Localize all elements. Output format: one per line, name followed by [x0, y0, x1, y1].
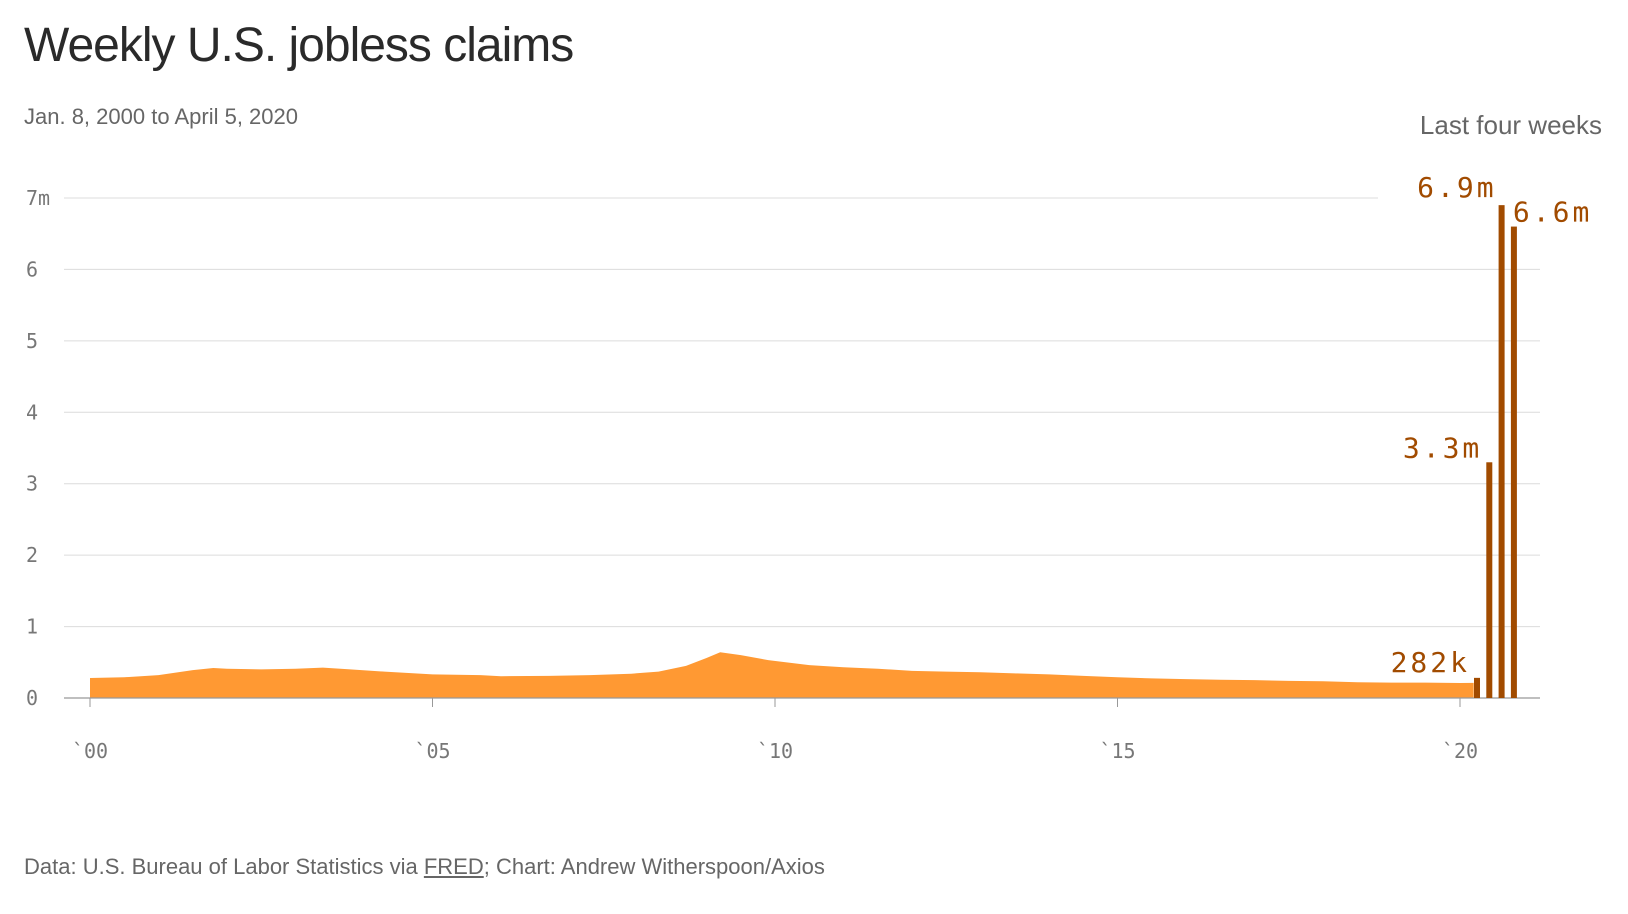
x-tick-label: `20 — [1442, 739, 1478, 763]
bar-value-label: 6.9m — [1417, 171, 1496, 204]
last-four-weeks-label: Last four weeks — [1420, 110, 1602, 140]
bar-value-label: 3.3m — [1403, 431, 1482, 464]
x-tick-label: `15 — [1099, 739, 1135, 763]
source-prefix: Data: U.S. Bureau of Labor Statistics vi… — [24, 854, 424, 879]
y-tick-label: 3 — [26, 472, 38, 496]
y-tick-label: 0 — [26, 686, 38, 710]
chart-subtitle: Jan. 8, 2000 to April 5, 2020 — [24, 104, 298, 129]
recent-week-bar — [1510, 226, 1517, 699]
source-suffix: ; Chart: Andrew Witherspoon/Axios — [483, 854, 825, 879]
fred-link[interactable]: FRED — [423, 854, 484, 879]
chart-title: Weekly U.S. jobless claims — [24, 19, 574, 72]
y-tick-label: 1 — [26, 615, 38, 639]
claims-area-series — [90, 652, 1474, 698]
x-tick-label: `00 — [72, 739, 108, 763]
recent-week-bar — [1498, 205, 1505, 698]
recent-week-bar — [1474, 677, 1480, 698]
y-tick-label: 4 — [26, 400, 38, 424]
bar-value-label: 282k — [1391, 646, 1470, 679]
x-tick-label: `10 — [757, 739, 793, 763]
bar-value-label: 6.6m — [1513, 196, 1592, 229]
x-tick-label: `05 — [414, 739, 450, 763]
y-tick-label: 7m — [26, 186, 50, 210]
y-tick-label: 6 — [26, 257, 38, 281]
recent-week-bar — [1486, 462, 1493, 698]
source-note: Data: U.S. Bureau of Labor Statistics vi… — [24, 854, 825, 880]
y-tick-label: 5 — [26, 329, 38, 353]
y-tick-label: 2 — [26, 543, 38, 567]
